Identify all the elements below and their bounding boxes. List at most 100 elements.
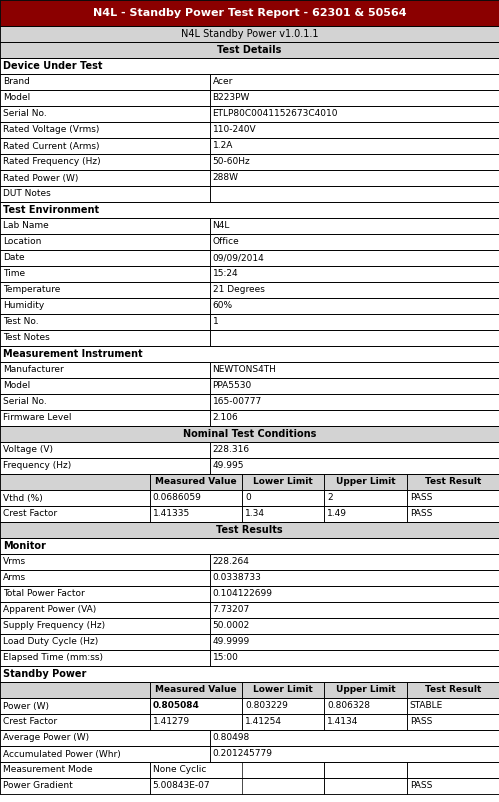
Text: Total Power Factor: Total Power Factor bbox=[3, 589, 85, 598]
Bar bbox=[150, 778, 324, 794]
Text: 1.41335: 1.41335 bbox=[153, 509, 190, 519]
Bar bbox=[210, 650, 499, 666]
Bar bbox=[210, 586, 499, 602]
Bar bbox=[407, 714, 499, 730]
Bar bbox=[0, 90, 210, 106]
Text: Firmware Level: Firmware Level bbox=[3, 414, 71, 423]
Text: None Cyclic: None Cyclic bbox=[153, 765, 206, 775]
Bar bbox=[0, 714, 150, 730]
Bar bbox=[407, 506, 499, 522]
Bar bbox=[210, 570, 499, 586]
Bar bbox=[210, 634, 499, 650]
Text: 1.49: 1.49 bbox=[327, 509, 347, 519]
Bar bbox=[210, 154, 499, 170]
Text: Crest Factor: Crest Factor bbox=[3, 509, 57, 519]
Text: Voltage (V): Voltage (V) bbox=[3, 445, 53, 455]
Bar bbox=[210, 378, 499, 394]
Bar bbox=[324, 698, 407, 714]
Bar bbox=[0, 314, 210, 330]
Bar bbox=[0, 250, 210, 266]
Text: Upper Limit: Upper Limit bbox=[336, 477, 395, 487]
Bar bbox=[407, 698, 499, 714]
Bar bbox=[0, 378, 210, 394]
Bar bbox=[0, 154, 210, 170]
Text: 15:00: 15:00 bbox=[213, 654, 239, 662]
Bar bbox=[407, 682, 499, 698]
Bar bbox=[0, 490, 150, 506]
Text: B223PW: B223PW bbox=[213, 94, 250, 103]
Bar bbox=[210, 138, 499, 154]
Text: 1: 1 bbox=[213, 318, 219, 326]
Text: Supply Frequency (Hz): Supply Frequency (Hz) bbox=[3, 622, 105, 630]
Text: 50-60Hz: 50-60Hz bbox=[213, 157, 250, 167]
Text: 2.106: 2.106 bbox=[213, 414, 239, 423]
Bar bbox=[0, 170, 210, 186]
Text: ETLP80C0041152673C4010: ETLP80C0041152673C4010 bbox=[213, 110, 338, 119]
Text: 5.00843E-07: 5.00843E-07 bbox=[153, 781, 210, 791]
Bar bbox=[0, 586, 210, 602]
Bar bbox=[324, 778, 407, 794]
Text: Location: Location bbox=[3, 237, 41, 246]
Bar bbox=[0, 266, 210, 282]
Text: 0.80498: 0.80498 bbox=[213, 734, 250, 743]
Bar bbox=[0, 730, 210, 746]
Bar bbox=[210, 74, 499, 90]
Text: Lab Name: Lab Name bbox=[3, 221, 49, 230]
Bar bbox=[210, 266, 499, 282]
Text: 0.0338733: 0.0338733 bbox=[213, 573, 261, 582]
Text: 0.201245779: 0.201245779 bbox=[213, 750, 272, 759]
Text: 09/09/2014: 09/09/2014 bbox=[213, 253, 264, 262]
Bar bbox=[210, 442, 499, 458]
Bar bbox=[150, 682, 242, 698]
Text: 60%: 60% bbox=[213, 302, 233, 310]
Text: Humidity: Humidity bbox=[3, 302, 44, 310]
Bar bbox=[0, 74, 210, 90]
Text: Brand: Brand bbox=[3, 78, 30, 87]
Bar bbox=[210, 170, 499, 186]
Text: Manufacturer: Manufacturer bbox=[3, 366, 64, 375]
Bar bbox=[210, 90, 499, 106]
Bar bbox=[242, 490, 324, 506]
Bar bbox=[210, 330, 499, 346]
Text: Test Notes: Test Notes bbox=[3, 334, 50, 342]
Bar bbox=[242, 474, 324, 490]
Text: Elapsed Time (mm:ss): Elapsed Time (mm:ss) bbox=[3, 654, 103, 662]
Text: 49.995: 49.995 bbox=[213, 461, 244, 471]
Bar bbox=[0, 122, 210, 138]
Text: NEWTONS4TH: NEWTONS4TH bbox=[213, 366, 276, 375]
Text: Vrms: Vrms bbox=[3, 557, 26, 566]
Text: Rated Power (W): Rated Power (W) bbox=[3, 173, 78, 183]
Text: 165-00777: 165-00777 bbox=[213, 398, 262, 407]
Text: Date: Date bbox=[3, 253, 24, 262]
Text: Monitor: Monitor bbox=[3, 541, 46, 551]
Text: Model: Model bbox=[3, 382, 30, 391]
Bar bbox=[0, 762, 150, 778]
Text: Crest Factor: Crest Factor bbox=[3, 718, 57, 727]
Bar bbox=[0, 634, 210, 650]
Text: Rated Voltage (Vrms): Rated Voltage (Vrms) bbox=[3, 125, 99, 135]
Bar bbox=[0, 506, 150, 522]
Text: Vthd (%): Vthd (%) bbox=[3, 493, 43, 503]
Text: Test Results: Test Results bbox=[216, 525, 283, 535]
Bar bbox=[0, 458, 210, 474]
Text: Accumulated Power (Whr): Accumulated Power (Whr) bbox=[3, 750, 121, 759]
Text: 0.805084: 0.805084 bbox=[153, 702, 200, 711]
Text: 50.0002: 50.0002 bbox=[213, 622, 250, 630]
Text: Rated Frequency (Hz): Rated Frequency (Hz) bbox=[3, 157, 101, 167]
Text: Measured Value: Measured Value bbox=[155, 686, 237, 695]
Bar bbox=[210, 218, 499, 234]
Text: 7.73207: 7.73207 bbox=[213, 606, 250, 614]
Bar bbox=[150, 490, 242, 506]
Bar bbox=[210, 746, 499, 762]
Bar bbox=[210, 298, 499, 314]
Text: N4L - Standby Power Test Report - 62301 & 50564: N4L - Standby Power Test Report - 62301 … bbox=[93, 8, 406, 18]
Text: Power Gradient: Power Gradient bbox=[3, 781, 73, 791]
Bar bbox=[0, 282, 210, 298]
Bar bbox=[0, 426, 499, 442]
Bar bbox=[407, 778, 499, 794]
Bar bbox=[210, 106, 499, 122]
Text: Rated Current (Arms): Rated Current (Arms) bbox=[3, 141, 99, 151]
Bar bbox=[150, 762, 324, 778]
Bar bbox=[210, 602, 499, 618]
Bar bbox=[407, 762, 499, 778]
